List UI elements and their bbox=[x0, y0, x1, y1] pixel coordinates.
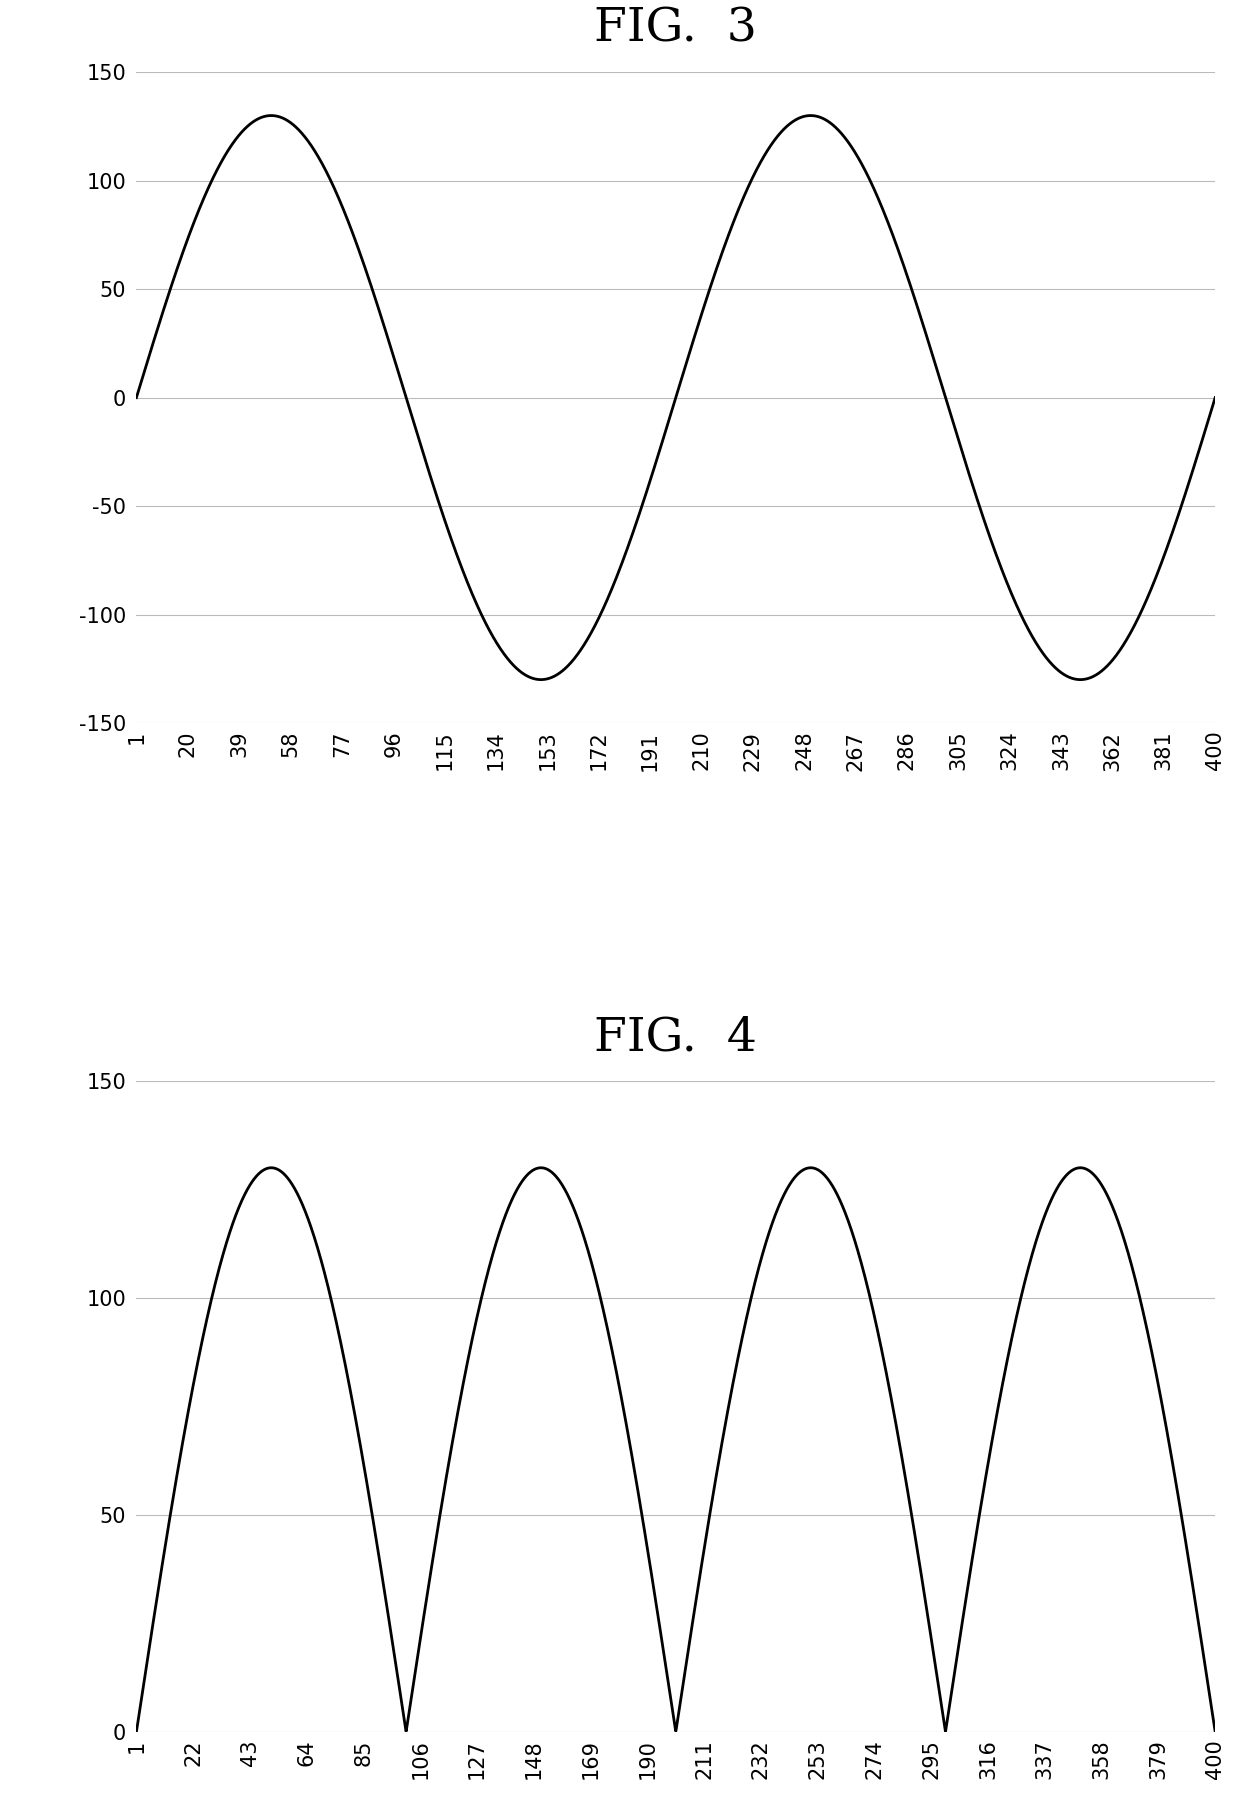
Title: FIG.  4: FIG. 4 bbox=[594, 1016, 758, 1061]
Title: FIG.  3: FIG. 3 bbox=[594, 7, 758, 52]
